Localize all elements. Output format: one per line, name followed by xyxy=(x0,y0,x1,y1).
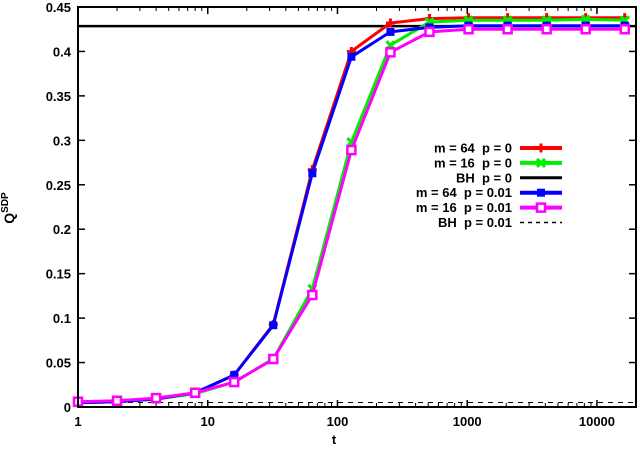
series-marker xyxy=(308,169,317,178)
plot-data xyxy=(72,13,636,408)
y-tick-label: 0.3 xyxy=(53,133,71,148)
series-marker xyxy=(346,144,357,156)
series-marker xyxy=(230,371,239,379)
legend-label: BH p = 0.01 xyxy=(438,215,512,230)
series-marker xyxy=(150,392,162,404)
series-path xyxy=(77,24,625,405)
x-axis-label: t xyxy=(332,432,337,447)
series-marker xyxy=(541,23,552,35)
y-tick-label: 0.45 xyxy=(46,0,71,15)
series-marker xyxy=(307,289,318,301)
legend-label: BH p = 0 xyxy=(456,170,512,185)
legend-entry-3: m = 64 p = 0.01 xyxy=(416,185,562,200)
series-marker xyxy=(580,23,591,35)
y-axis-label: QSDP xyxy=(0,192,17,224)
x-tick-label: 1 xyxy=(74,414,81,429)
y-tick-label: 0.4 xyxy=(53,44,72,59)
y-tick-label: 0.1 xyxy=(53,311,71,326)
series-marker xyxy=(424,26,435,38)
series-marker xyxy=(619,23,631,35)
series-marker xyxy=(502,23,513,35)
x-tick-label: 100 xyxy=(327,414,349,429)
legend-entry-4: m = 16 p = 0.01 xyxy=(416,200,562,215)
series-marker xyxy=(268,353,279,365)
x-axis: 1 10 100 1000 10000 xyxy=(74,7,637,429)
series-marker xyxy=(535,157,547,168)
y-tick-label: 0.2 xyxy=(53,222,71,237)
series-path xyxy=(77,27,625,404)
legend-label: m = 64 p = 0.01 xyxy=(416,185,512,200)
legend-entry-5: BH p = 0.01 xyxy=(438,215,562,230)
series-marker xyxy=(536,143,546,153)
legend-entry-1: m = 16 p = 0 xyxy=(434,155,562,170)
series-3 xyxy=(74,21,629,407)
series-marker xyxy=(385,47,396,58)
series-4 xyxy=(72,23,631,407)
legend-label: m = 64 p = 0 xyxy=(434,141,512,156)
legend-entry-0: m = 64 p = 0 xyxy=(434,141,562,156)
legend-entry-2: BH p = 0 xyxy=(456,170,562,185)
x-tick-label: 10 xyxy=(201,414,215,429)
y-tick-label: 0 xyxy=(64,400,71,415)
series-marker xyxy=(535,202,547,213)
series-marker xyxy=(347,52,356,61)
axes: 1 10 100 1000 10000 0 0.05 0.1 0.15 0.2 0.25 0.3 0.3… xyxy=(46,0,637,429)
series-marker xyxy=(111,395,123,407)
series-marker xyxy=(385,18,395,28)
y-tick-label: 0.05 xyxy=(46,356,71,371)
legend-label: m = 16 p = 0 xyxy=(434,155,512,170)
y-tick-label: 0.25 xyxy=(46,178,71,193)
series-marker xyxy=(537,188,545,197)
y-tick-label: 0.35 xyxy=(46,89,71,104)
series-marker xyxy=(386,27,395,36)
y-axis: 0 0.05 0.1 0.15 0.2 0.25 0.3 0.35 0.4 0.45 xyxy=(46,0,636,415)
x-tick-label: 1000 xyxy=(453,414,482,429)
legend: m = 64 p = 0m = 16 p = 0BH p = 0m = 64 p… xyxy=(416,141,562,230)
series-marker xyxy=(189,387,201,399)
series-marker xyxy=(463,23,474,35)
legend-label: m = 16 p = 0.01 xyxy=(416,200,512,215)
series-marker xyxy=(269,321,278,330)
plot-border xyxy=(77,6,637,408)
series-marker xyxy=(228,376,240,388)
y-tick-label: 0.15 xyxy=(46,267,71,282)
x-tick-label: 10000 xyxy=(579,414,615,429)
